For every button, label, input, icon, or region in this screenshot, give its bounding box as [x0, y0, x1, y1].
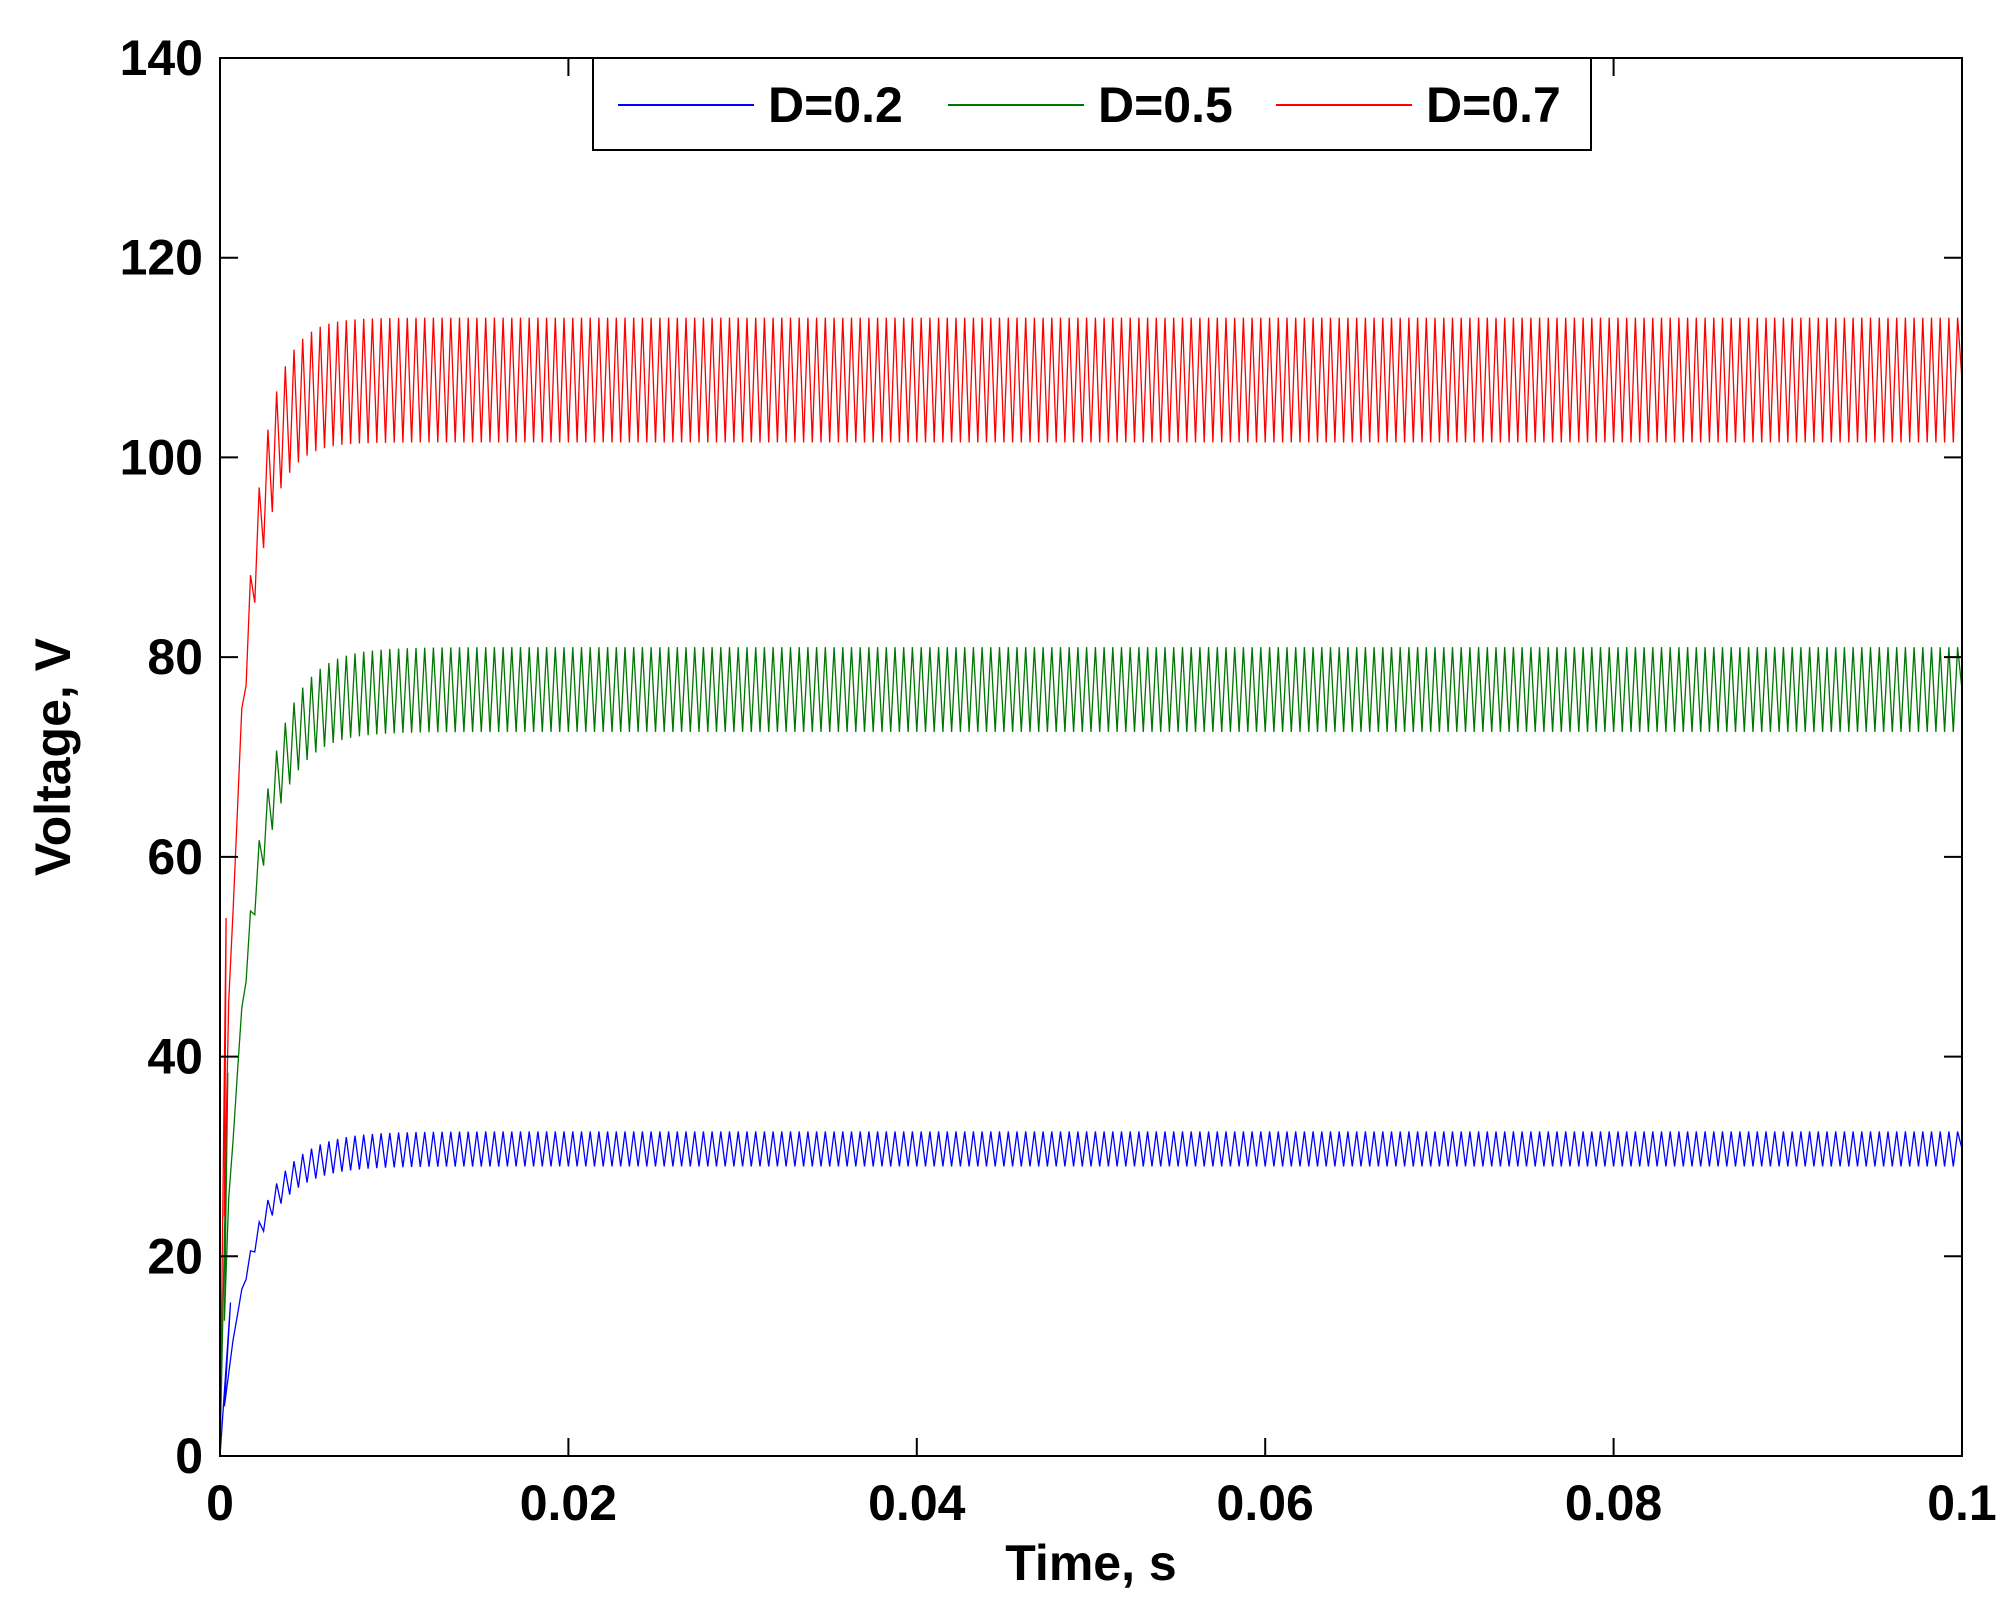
x-tick-label: 0: [206, 1475, 234, 1531]
series-layer: [219, 317, 1963, 1457]
x-tick-label: 0.06: [1217, 1475, 1314, 1531]
y-axis-title: Voltage, V: [25, 637, 81, 876]
legend-label-3: D=0.7: [1426, 77, 1561, 133]
series-line-3: [219, 317, 1963, 1457]
y-tick-label: 40: [147, 1029, 203, 1085]
x-tick-label: 0.1: [1927, 1475, 1997, 1531]
series-line-2: [219, 647, 1963, 1457]
x-tick-label: 0.08: [1565, 1475, 1662, 1531]
y-tick-label: 0: [175, 1428, 203, 1484]
x-tick-label: 0.04: [868, 1475, 966, 1531]
y-tick-label: 140: [120, 30, 203, 86]
y-tick-label: 80: [147, 629, 203, 685]
y-tick-label: 100: [120, 429, 203, 485]
x-tick-label: 0.02: [520, 1475, 617, 1531]
plot-background: [220, 58, 1962, 1456]
legend-box: [592, 57, 1592, 151]
series-line-1: [219, 1131, 1963, 1457]
x-axis-title: Time, s: [1005, 1535, 1176, 1591]
ticks-layer: 0 0.02 0.04 0.06 0.08 0.1 0 20 40 60 80 100 120 140: [120, 30, 1997, 1531]
y-tick-label: 120: [120, 230, 203, 286]
legend-label-1: D=0.2: [768, 77, 903, 133]
y-tick-label: 60: [147, 829, 203, 885]
legend-label-2: D=0.5: [1098, 77, 1233, 133]
legend: D=0.2 D=0.5 D=0.7: [592, 57, 1592, 151]
y-tick-label: 20: [147, 1228, 203, 1284]
